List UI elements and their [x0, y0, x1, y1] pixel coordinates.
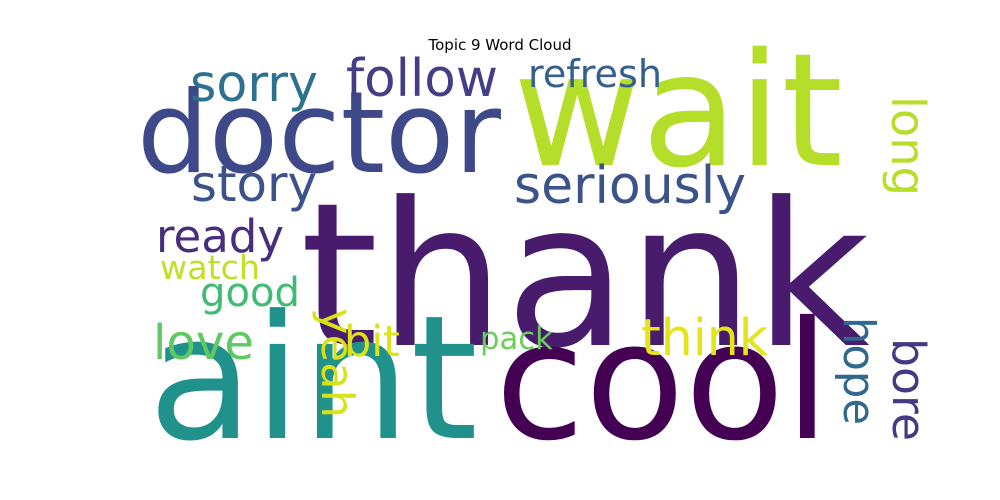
word-doctor: doctor	[137, 67, 501, 199]
word-follow: follow	[346, 49, 498, 109]
word-watch: watch	[160, 248, 260, 287]
word-thank: thank	[300, 161, 870, 393]
word-wait: wait	[513, 20, 843, 203]
word-sorry: sorry	[190, 54, 318, 113]
word-story: story	[191, 155, 317, 213]
word-think: think	[641, 308, 769, 367]
word-pack: pack	[480, 321, 553, 357]
word-bore: bore	[882, 338, 935, 441]
word-long: long	[881, 96, 935, 196]
word-bit: bit	[344, 317, 400, 367]
word-seriously: seriously	[514, 156, 746, 216]
word-good: good	[200, 270, 300, 316]
word-refresh: refresh	[528, 52, 662, 96]
word-hope: hope	[833, 317, 883, 425]
word-love: love	[153, 315, 254, 371]
word-yeah: yeah	[311, 308, 364, 418]
word-ready: ready	[156, 210, 284, 263]
chart-title: Topic 9 Word Cloud	[428, 36, 572, 54]
word-aint: aint	[148, 278, 478, 479]
word-cool: cool	[495, 286, 830, 477]
